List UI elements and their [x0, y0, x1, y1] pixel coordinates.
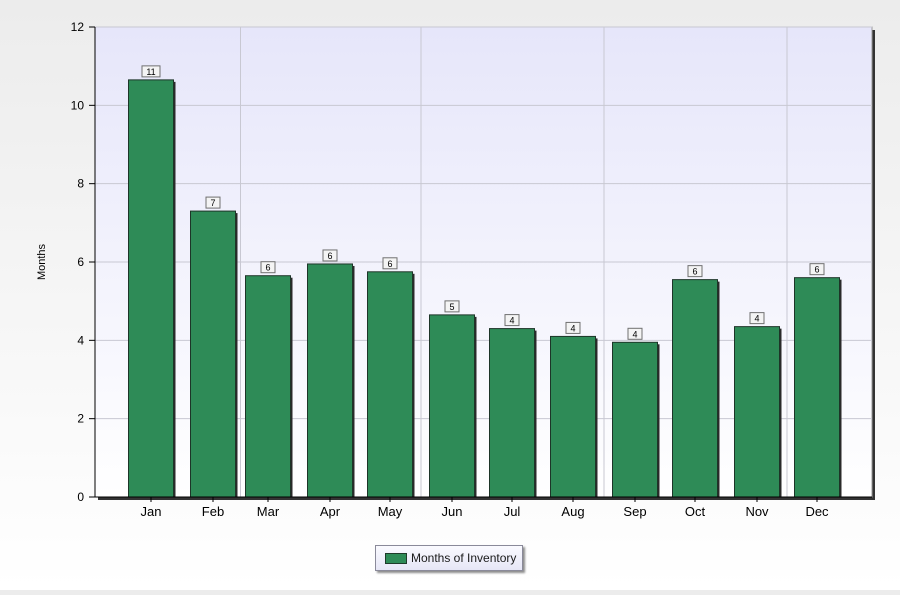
bar-may: [367, 271, 413, 498]
x-tick-label: Aug: [561, 504, 584, 519]
data-label: 4: [754, 314, 759, 324]
data-label-box: [504, 314, 520, 327]
y-tick-label: 4: [77, 333, 84, 347]
legend: Months of Inventory: [375, 545, 523, 571]
y-tick-label: 8: [77, 177, 84, 191]
bar-jul: [489, 328, 535, 498]
x-tick-label: Nov: [745, 504, 769, 519]
y-axis-ticks: 0 2 4 6 8 10 12: [71, 20, 95, 504]
x-tick-label: May: [378, 504, 403, 519]
y-tick-label: 0: [77, 490, 84, 504]
bar-series: [128, 79, 842, 498]
x-tick-label: Jul: [504, 504, 521, 519]
data-labels: 11 7 6 6 6 5 4 4 4 6 4 6: [141, 65, 825, 340]
data-label: 4: [570, 323, 575, 333]
x-tick-label: Jan: [141, 504, 162, 519]
bar-sep: [612, 341, 658, 498]
bar-aug: [550, 335, 596, 498]
data-label: 7: [210, 198, 215, 208]
bar-nov: [734, 326, 780, 498]
data-label: 6: [692, 267, 697, 277]
x-tick-label: Sep: [623, 504, 646, 519]
data-label-box: [749, 312, 765, 325]
x-tick-label: Jun: [442, 504, 463, 519]
bar-apr: [307, 263, 353, 498]
x-tick-label: Apr: [320, 504, 341, 519]
data-label-box: [565, 321, 581, 334]
y-axis-title: Months: [36, 243, 48, 280]
legend-swatch: [385, 552, 407, 564]
data-label-box: [809, 263, 825, 276]
y-tick-label: 2: [77, 412, 84, 426]
legend-label: Months of Inventory: [411, 551, 517, 565]
data-label-box: [322, 249, 338, 262]
data-label-box: [141, 65, 161, 78]
bar-jan: [128, 79, 174, 498]
data-label: 4: [632, 329, 637, 339]
bar-jun: [429, 314, 475, 498]
data-label: 5: [449, 302, 454, 312]
data-label: 6: [327, 251, 332, 261]
x-tick-label: Mar: [257, 504, 280, 519]
bar-oct: [672, 279, 718, 498]
x-tick-label: Oct: [685, 504, 706, 519]
gridlines: [95, 26, 872, 497]
bar-feb: [190, 210, 236, 498]
data-label: 6: [387, 259, 392, 269]
data-label: 11: [146, 67, 155, 77]
y-tick-label: 10: [71, 98, 85, 112]
data-label-box: [382, 257, 398, 270]
data-label: 4: [509, 316, 514, 326]
x-axis-ticks: Jan Feb Mar Apr May Jun Jul Aug Sep Oct Nov Dec: [141, 497, 829, 519]
x-tick-label: Feb: [202, 504, 224, 519]
data-label-box: [205, 196, 221, 209]
data-label-box: [260, 261, 276, 274]
y-tick-label: 6: [77, 255, 84, 269]
x-tick-label: Dec: [805, 504, 829, 519]
data-label-box: [687, 265, 703, 278]
data-label: 6: [265, 263, 270, 273]
data-label-box: [627, 327, 643, 340]
data-label-box: [444, 300, 460, 313]
y-tick-label: 12: [71, 20, 85, 34]
data-label: 6: [814, 265, 819, 275]
bar-mar: [245, 275, 291, 498]
bar-dec: [794, 277, 840, 498]
